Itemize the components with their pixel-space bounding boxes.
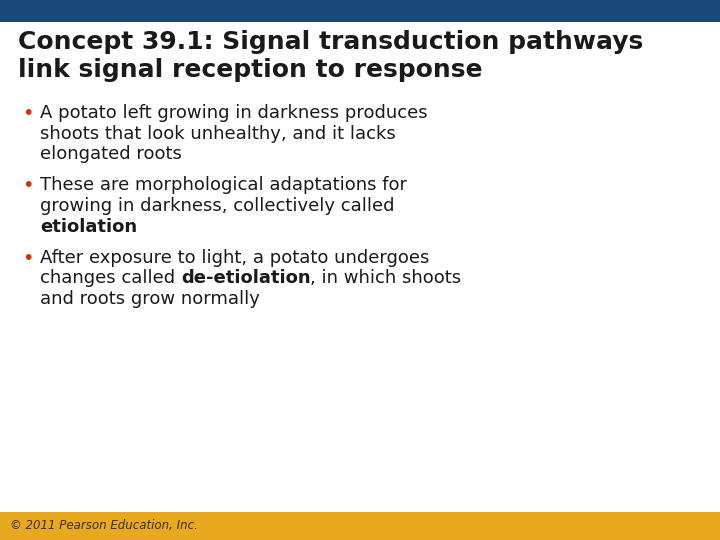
Text: link signal reception to response: link signal reception to response (18, 58, 482, 82)
Text: de-etiolation: de-etiolation (181, 269, 310, 287)
Text: After exposure to light, a potato undergoes: After exposure to light, a potato underg… (40, 248, 429, 267)
Bar (0, 0, 720, 22)
Text: shoots that look unhealthy, and it lacks: shoots that look unhealthy, and it lacks (40, 125, 396, 143)
Text: Concept 39.1: Signal transduction pathways: Concept 39.1: Signal transduction pathwa… (18, 30, 643, 54)
Text: elongated roots: elongated roots (40, 145, 182, 164)
Text: etiolation: etiolation (40, 218, 137, 236)
Text: •: • (22, 176, 33, 195)
Text: and roots grow normally: and roots grow normally (40, 290, 260, 308)
Text: A potato left growing in darkness produces: A potato left growing in darkness produc… (40, 104, 428, 122)
Text: These are morphological adaptations for: These are morphological adaptations for (40, 176, 407, 194)
Text: •: • (22, 104, 33, 123)
Text: •: • (22, 248, 33, 268)
Text: growing in darkness, collectively called: growing in darkness, collectively called (40, 197, 395, 215)
Text: changes called: changes called (40, 269, 181, 287)
Bar (0, 512, 720, 540)
Text: © 2011 Pearson Education, Inc.: © 2011 Pearson Education, Inc. (10, 519, 198, 532)
Text: , in which shoots: , in which shoots (310, 269, 462, 287)
